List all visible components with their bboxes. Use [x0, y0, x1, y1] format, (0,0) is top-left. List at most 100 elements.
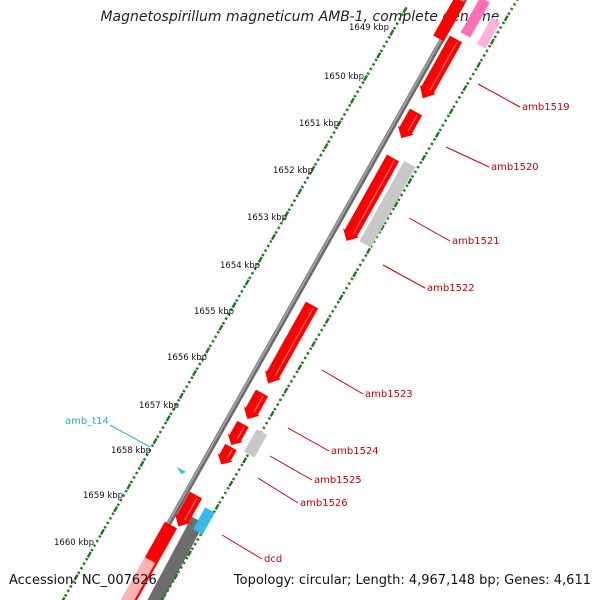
- outer-track-minor-tick: [327, 140, 331, 144]
- inner-track-minor-tick: [454, 100, 459, 104]
- inner-track-minor-tick: [264, 421, 269, 425]
- outer-track-minor-tick: [200, 357, 205, 362]
- inner-track-minor-tick: [320, 328, 324, 332]
- inner-track-major-tick: [421, 154, 427, 162]
- inner-track-minor-tick: [474, 67, 478, 72]
- inner-track-major-tick: [393, 201, 399, 208]
- outer-track-minor-tick: [263, 248, 268, 253]
- inner-track-minor-tick: [171, 579, 175, 583]
- inner-track-minor-tick: [231, 477, 236, 481]
- outer-track-minor-tick: [163, 421, 168, 425]
- outer-track-minor-tick: [369, 67, 373, 71]
- label-layer: 1649 kbp 1650 kbp 1651 kbp 1652 kbp 1653 kbp…: [54, 23, 570, 565]
- outer-track-minor-tick: [82, 562, 86, 566]
- inner-track-minor-tick: [289, 379, 294, 383]
- inner-track-minor-tick: [515, 0, 519, 2]
- inner-track-major-tick: [503, 15, 509, 22]
- ruler-label: 1658 kbp: [111, 446, 151, 456]
- inner-track-major-tick: [462, 84, 468, 92]
- inner-track-minor-tick: [432, 137, 437, 141]
- inner-track-minor-tick: [399, 193, 404, 197]
- backbone-lower-band: [147, 516, 205, 600]
- outer-track-major-tick: [284, 211, 290, 218]
- gene-label-amb1521: amb1521: [452, 236, 500, 247]
- leader-line-amb1524: [287, 427, 330, 452]
- inner-track-minor-tick: [273, 407, 277, 411]
- outer-track-minor-tick: [274, 230, 278, 234]
- outer-track-minor-tick: [145, 453, 149, 457]
- inner-track-minor-tick: [163, 593, 167, 597]
- outer-track-minor-tick: [195, 366, 199, 371]
- inner-track-minor-tick: [410, 174, 415, 179]
- outer-track-minor-tick: [213, 335, 218, 339]
- inner-track-minor-tick: [322, 323, 327, 328]
- outer-track-minor-tick: [355, 90, 360, 94]
- outer-track-major-tick: [73, 574, 79, 581]
- leader-line-amb1521: [408, 217, 451, 242]
- outer-track-minor-tick: [240, 289, 244, 293]
- inner-track-minor-tick: [383, 221, 387, 225]
- outer-track-minor-tick: [174, 403, 178, 407]
- outer-track-major-tick: [178, 392, 184, 399]
- inner-track-minor-tick: [278, 398, 283, 402]
- inner-track-minor-tick: [179, 565, 183, 570]
- inner-track-minor-tick: [306, 351, 310, 355]
- inner-track-major-tick: [366, 247, 372, 255]
- outer-track-minor-tick: [221, 321, 226, 325]
- outer-track-minor-tick: [387, 35, 391, 39]
- gene-label-amb1519: amb1519: [522, 102, 570, 113]
- inner-track-minor-tick: [443, 119, 448, 123]
- inner-track-minor-tick: [237, 468, 241, 472]
- inner-track-minor-tick: [185, 556, 189, 560]
- outer-track-minor-tick: [90, 548, 94, 552]
- inner-track-major-tick: [448, 108, 454, 115]
- inner-tick-track: [160, 0, 519, 600]
- inner-track-minor-tick: [245, 454, 250, 458]
- outer-track-minor-tick: [313, 162, 318, 166]
- inner-track-minor-tick: [342, 291, 346, 295]
- ruler-label: 1653 kbp: [247, 213, 287, 223]
- inner-track-major-tick: [297, 364, 303, 371]
- outer-track-minor-tick: [277, 226, 281, 230]
- gene-amb1518-partial: [433, 0, 466, 42]
- leader-line-dcd: [221, 534, 263, 560]
- inner-track-minor-tick: [441, 123, 445, 127]
- gene-lower-pale: [120, 557, 156, 600]
- gene-label-amb1520: amb1520: [491, 162, 539, 173]
- accession-label: Accession: NC_007626: [9, 573, 157, 588]
- outer-track-major-tick: [270, 233, 276, 241]
- outer-track-minor-tick: [279, 221, 284, 225]
- gene-amb1522: [359, 160, 416, 248]
- leader-line-amb_t14: [109, 424, 151, 448]
- inner-track-major-tick: [228, 480, 234, 487]
- outer-track-minor-tick: [382, 44, 386, 48]
- inner-track-minor-tick: [468, 77, 473, 81]
- inner-track-minor-tick: [314, 337, 318, 341]
- outer-track-minor-tick: [282, 217, 286, 221]
- outer-track-minor-tick: [95, 539, 99, 543]
- outer-track-minor-tick: [198, 362, 202, 366]
- outer-track-minor-tick: [266, 244, 270, 248]
- inner-track-minor-tick: [344, 286, 349, 290]
- outer-track-minor-tick: [358, 85, 362, 89]
- outer-track-minor-tick: [371, 62, 376, 67]
- inner-track-minor-tick: [193, 542, 197, 546]
- outer-track-minor-tick: [169, 412, 173, 416]
- gene-amb1526: [217, 443, 237, 465]
- outer-track-minor-tick: [340, 117, 344, 121]
- outer-track-major-tick: [99, 528, 105, 536]
- ruler-label: 1660 kbp: [54, 538, 94, 548]
- inner-track-major-tick: [379, 224, 385, 231]
- inner-track-minor-tick: [287, 384, 291, 388]
- outer-track-minor-tick: [332, 130, 336, 135]
- inner-track-minor-tick: [168, 584, 172, 588]
- outer-track-major-tick: [113, 506, 119, 513]
- inner-track-major-tick: [269, 410, 275, 418]
- outer-track-major-tick: [244, 279, 250, 286]
- outer-track-minor-tick: [134, 471, 139, 475]
- outer-track-minor-tick: [182, 389, 186, 393]
- leader-line-amb1522: [382, 264, 426, 289]
- inner-track-minor-tick: [496, 30, 500, 34]
- inner-track-minor-tick: [300, 361, 305, 365]
